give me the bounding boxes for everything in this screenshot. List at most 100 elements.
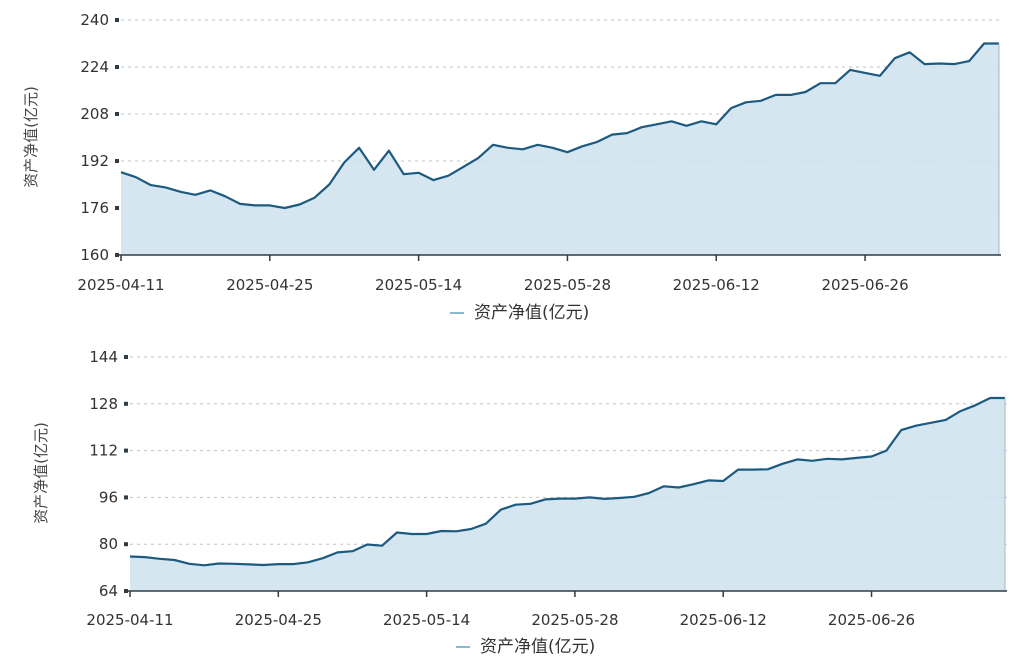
x-tick-label: 2025-06-26	[821, 276, 908, 294]
data-point	[165, 186, 167, 188]
y-tick-label: 144	[89, 348, 118, 366]
data-point	[529, 503, 531, 505]
data-point	[641, 126, 643, 128]
data-point	[671, 120, 673, 122]
data-point	[477, 157, 479, 159]
data-point	[440, 530, 442, 532]
data-point	[974, 404, 976, 406]
data-point	[700, 120, 702, 122]
y-tick-mark	[124, 401, 128, 406]
data-point	[174, 559, 176, 561]
data-point	[194, 194, 196, 196]
y-tick-label: 208	[80, 105, 109, 123]
data-point	[254, 204, 256, 206]
data-point	[373, 169, 375, 171]
data-point	[686, 125, 688, 127]
data-point	[455, 530, 457, 532]
series-line	[120, 42, 999, 210]
data-point	[507, 147, 509, 149]
data-point	[826, 458, 828, 460]
data-point	[909, 51, 911, 53]
x-tick-label: 2025-04-25	[226, 276, 313, 294]
y-tick-mark	[115, 65, 119, 69]
data-point	[388, 150, 390, 152]
data-point	[626, 132, 628, 134]
data-point	[129, 556, 131, 558]
legend-label: 资产净值(亿元)	[474, 303, 589, 323]
data-point	[203, 564, 205, 566]
y-axis-title: 资产净值(亿元)	[22, 86, 40, 188]
y-tick-mark	[124, 448, 128, 453]
y-tick-mark	[115, 18, 119, 22]
data-point	[953, 63, 955, 65]
data-point	[299, 204, 301, 206]
data-point	[574, 498, 576, 500]
data-point	[566, 151, 568, 153]
data-point	[805, 91, 807, 93]
data-point	[537, 144, 539, 146]
data-point	[433, 179, 435, 181]
data-point	[775, 94, 777, 96]
data-point	[611, 134, 613, 136]
data-point	[352, 550, 354, 552]
data-point	[218, 563, 220, 565]
data-point	[515, 504, 517, 506]
y-tick-label: 192	[80, 152, 109, 170]
data-point	[960, 410, 962, 412]
x-tick-label: 2025-06-12	[673, 276, 760, 294]
y-tick-mark	[124, 355, 128, 359]
x-tick-label: 2025-04-11	[86, 611, 173, 629]
data-point	[328, 184, 330, 186]
data-point	[730, 107, 732, 109]
data-point	[693, 483, 695, 485]
data-point	[500, 509, 502, 511]
data-point	[737, 469, 739, 471]
data-point	[492, 144, 494, 146]
data-point	[879, 75, 881, 77]
y-tick-label: 96	[99, 488, 118, 506]
data-point	[135, 176, 137, 178]
data-point	[366, 544, 368, 546]
y-axis-title: 资产净值(亿元)	[32, 422, 50, 524]
data-point	[633, 496, 635, 498]
y-tick-label: 240	[80, 11, 109, 29]
data-point	[618, 497, 620, 499]
data-point	[337, 551, 339, 553]
data-point	[968, 60, 970, 62]
data-point	[894, 57, 896, 59]
y-tick-mark	[124, 495, 128, 500]
data-point	[159, 558, 161, 560]
data-point	[924, 63, 926, 65]
data-point	[396, 532, 398, 534]
data-point	[470, 528, 472, 530]
data-point	[150, 184, 152, 186]
data-point	[871, 456, 873, 458]
data-point	[983, 43, 985, 45]
x-tick-label: 2025-04-11	[77, 276, 164, 294]
data-point	[656, 123, 658, 125]
data-point	[180, 191, 182, 193]
y-tick-label: 176	[80, 199, 109, 217]
data-point	[544, 498, 546, 500]
data-point	[849, 69, 851, 71]
data-point	[581, 145, 583, 147]
data-point	[885, 450, 887, 452]
data-point	[522, 148, 524, 150]
data-point	[188, 563, 190, 565]
data-point	[144, 556, 146, 558]
data-point	[307, 561, 309, 563]
data-point	[834, 82, 836, 84]
data-point	[284, 207, 286, 209]
data-point	[790, 94, 792, 96]
y-tick-mark	[124, 542, 128, 547]
data-point	[381, 545, 383, 547]
y-tick-mark	[115, 112, 119, 116]
legend-label: 资产净值(亿元)	[480, 637, 595, 657]
y-tick-label: 224	[80, 58, 109, 76]
data-point	[120, 171, 122, 173]
data-point	[945, 419, 947, 421]
y-tick-label: 128	[89, 395, 118, 413]
data-point	[552, 147, 554, 149]
data-point	[411, 533, 413, 535]
